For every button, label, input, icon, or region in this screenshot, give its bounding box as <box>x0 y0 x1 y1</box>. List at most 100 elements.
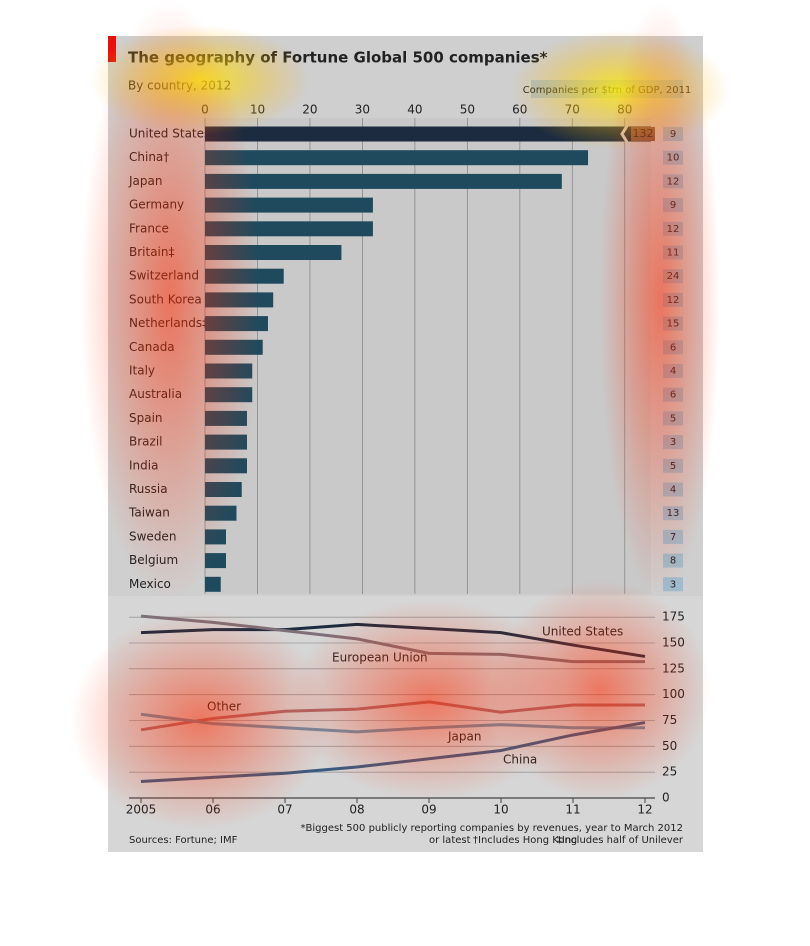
category-label: United States <box>129 127 210 141</box>
side-value: 5 <box>670 461 676 472</box>
category-label: China† <box>129 150 169 164</box>
value-label: 132 <box>633 127 654 140</box>
side-value: 7 <box>670 532 676 543</box>
x-tick-label: 30 <box>355 103 370 117</box>
y-tick-label: 150 <box>662 636 685 650</box>
category-label: Brazil <box>129 435 163 449</box>
x-tick-label: 40 <box>407 103 422 117</box>
bar <box>205 339 263 355</box>
category-label: Spain <box>129 411 163 425</box>
category-label: Australia <box>129 387 182 401</box>
side-value: 6 <box>670 390 676 401</box>
side-value: 12 <box>667 295 680 306</box>
footnote: ‡Includes half of Unilever <box>557 835 684 846</box>
category-label: Italy <box>129 364 155 378</box>
x-tick-label: 20 <box>302 103 317 117</box>
category-label: South Korea <box>129 292 202 306</box>
bar <box>205 529 226 545</box>
side-value: 9 <box>670 200 676 211</box>
bar <box>205 434 247 450</box>
bar <box>205 173 562 189</box>
side-value: 9 <box>670 129 676 140</box>
category-label: Mexico <box>129 577 171 591</box>
side-value: 4 <box>670 366 676 377</box>
footnote: *Biggest 500 publicly reporting companie… <box>301 823 683 834</box>
x-tick-label: 80 <box>617 103 632 117</box>
x-tick-label: 06 <box>205 803 220 817</box>
series-label: European Union <box>332 651 428 665</box>
bar <box>205 197 373 213</box>
bar <box>205 387 253 403</box>
y-tick-label: 75 <box>662 713 677 727</box>
category-label: Taiwan <box>128 506 170 520</box>
x-tick-label: 50 <box>460 103 475 117</box>
category-label: Britain‡ <box>129 245 175 259</box>
category-label: France <box>129 221 169 235</box>
footnote: †Includes Hong Kong <box>473 835 577 846</box>
series-label: China <box>503 753 537 767</box>
side-value: 13 <box>667 508 680 519</box>
bar <box>205 126 651 142</box>
accent <box>108 36 116 62</box>
side-value: 15 <box>667 319 680 330</box>
category-label: Belgium <box>129 553 178 567</box>
side-value: 5 <box>670 413 676 424</box>
x-tick-label: 09 <box>421 803 436 817</box>
x-tick-label: 12 <box>637 803 652 817</box>
subtitle: By country, 2012 <box>128 79 231 93</box>
x-tick-label: 10 <box>493 803 508 817</box>
side-value: 12 <box>667 224 680 235</box>
category-label: Switzerland <box>129 269 199 283</box>
x-tick-label: 0 <box>201 103 209 117</box>
y-tick-label: 100 <box>662 687 685 701</box>
side-value: 6 <box>670 342 676 353</box>
side-value: 8 <box>670 556 676 567</box>
category-label: Russia <box>129 482 168 496</box>
side-value: 10 <box>667 153 680 164</box>
x-tick-label: 60 <box>512 103 527 117</box>
bar <box>205 410 247 426</box>
bar <box>205 268 284 284</box>
side-value: 12 <box>667 176 680 187</box>
category-label: Netherlands‡ <box>129 316 208 330</box>
category-label: Japan <box>128 174 162 188</box>
bar <box>205 505 237 521</box>
y-tick-label: 25 <box>662 765 677 779</box>
sources: Sources: Fortune; IMF <box>129 835 238 846</box>
side-value: 3 <box>670 437 676 448</box>
footnote: or latest <box>429 835 471 846</box>
chart-title: The geography of Fortune Global 500 comp… <box>128 49 548 67</box>
bar <box>205 482 242 497</box>
side-header: Companies per $trn of GDP, 2011 <box>523 85 692 96</box>
side-value: 3 <box>670 579 676 590</box>
bar <box>205 245 342 260</box>
x-tick-label: 10 <box>250 103 265 117</box>
bar <box>205 292 274 308</box>
side-value: 24 <box>667 271 680 282</box>
bar <box>205 458 247 474</box>
bar <box>205 316 268 332</box>
series-label: United States <box>542 625 623 639</box>
side-value: 4 <box>670 485 676 496</box>
x-tick-label: 08 <box>349 803 364 817</box>
series-label: Other <box>207 700 241 714</box>
x-tick-label: 11 <box>565 803 580 817</box>
category-label: Germany <box>129 198 184 212</box>
category-label: Sweden <box>129 529 176 543</box>
x-tick-label: 07 <box>277 803 292 817</box>
y-tick-label: 0 <box>662 791 670 805</box>
bar <box>205 363 253 379</box>
bar <box>205 150 589 166</box>
bar <box>205 553 226 569</box>
side-value: 11 <box>667 248 680 259</box>
bar <box>205 221 373 237</box>
x-tick-label: 70 <box>565 103 580 117</box>
category-label: India <box>129 458 158 472</box>
y-tick-label: 175 <box>662 610 685 624</box>
bar <box>205 576 221 592</box>
y-tick-label: 50 <box>662 739 677 753</box>
plot-bg <box>205 118 651 594</box>
x-tick-label: 2005 <box>126 803 157 817</box>
y-tick-label: 125 <box>662 661 685 675</box>
